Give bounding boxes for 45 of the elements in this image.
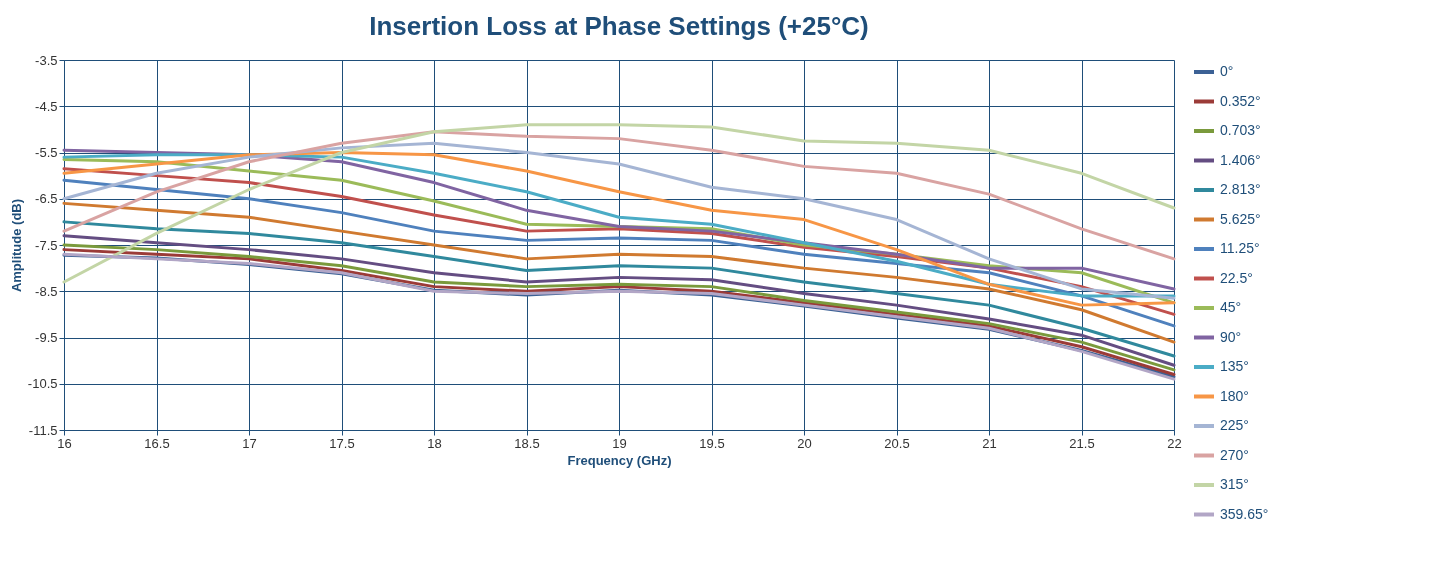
x-tick-label: 20 [797,435,812,451]
x-tick-label: 21 [982,435,997,451]
legend-label: 270° [1220,446,1249,463]
x-axis-title: Frequency (GHz) [567,452,672,468]
legend-label: 90° [1220,328,1242,345]
x-tick-label: 20.5 [884,435,910,451]
legend-label: 11.25° [1220,240,1260,256]
legend-label: 5.625° [1220,210,1261,227]
legend-label: 180° [1220,387,1249,404]
legend-label: 225° [1220,417,1249,433]
x-tick-label: 22 [1167,435,1182,451]
y-tick-label: -5.5 [35,145,58,160]
x-tick-label: 18.5 [514,435,540,451]
legend-label: 45° [1220,299,1242,315]
x-tick-label: 19 [612,435,627,451]
legend-label: 135° [1220,358,1249,374]
y-tick-label: -10.5 [27,376,58,392]
legend-label: 0.352° [1220,92,1261,109]
x-tick-label: 17 [242,435,257,451]
y-tick-label: -4.5 [35,98,58,114]
x-tick-label: 17.5 [329,435,355,451]
y-tick-label: -3.5 [35,52,58,68]
line-series [62,123,1176,284]
x-tick-label: 18 [427,435,442,451]
legend-label: 22.5° [1220,269,1253,286]
y-tick-label: -6.5 [35,191,58,207]
x-tick-label: 16 [57,435,72,451]
x-tick-label: 19.5 [699,435,725,451]
legend-label: 315° [1220,476,1249,492]
y-axis-title: Amplitude (dB) [8,198,24,293]
y-tick-label: -9.5 [35,330,58,345]
y-tick-label: -7.5 [35,237,58,253]
line-series [62,220,1176,358]
legend-label: 359.65° [1220,505,1269,522]
x-tick-label: 16.5 [144,435,170,451]
line-series [62,130,1176,261]
legend-label: 0° [1220,63,1234,79]
legend-label: 1.406° [1220,151,1261,168]
y-tick-label: -11.5 [28,422,58,438]
x-tick-label: 21.5 [1069,435,1095,451]
legend-label: 0.703° [1220,122,1261,138]
line-series [62,201,1176,344]
chart-title: Insertion Loss at Phase Settings (+25°C) [369,11,869,41]
y-tick-label: -8.5 [35,283,58,299]
legend-label: 2.813° [1220,181,1261,197]
